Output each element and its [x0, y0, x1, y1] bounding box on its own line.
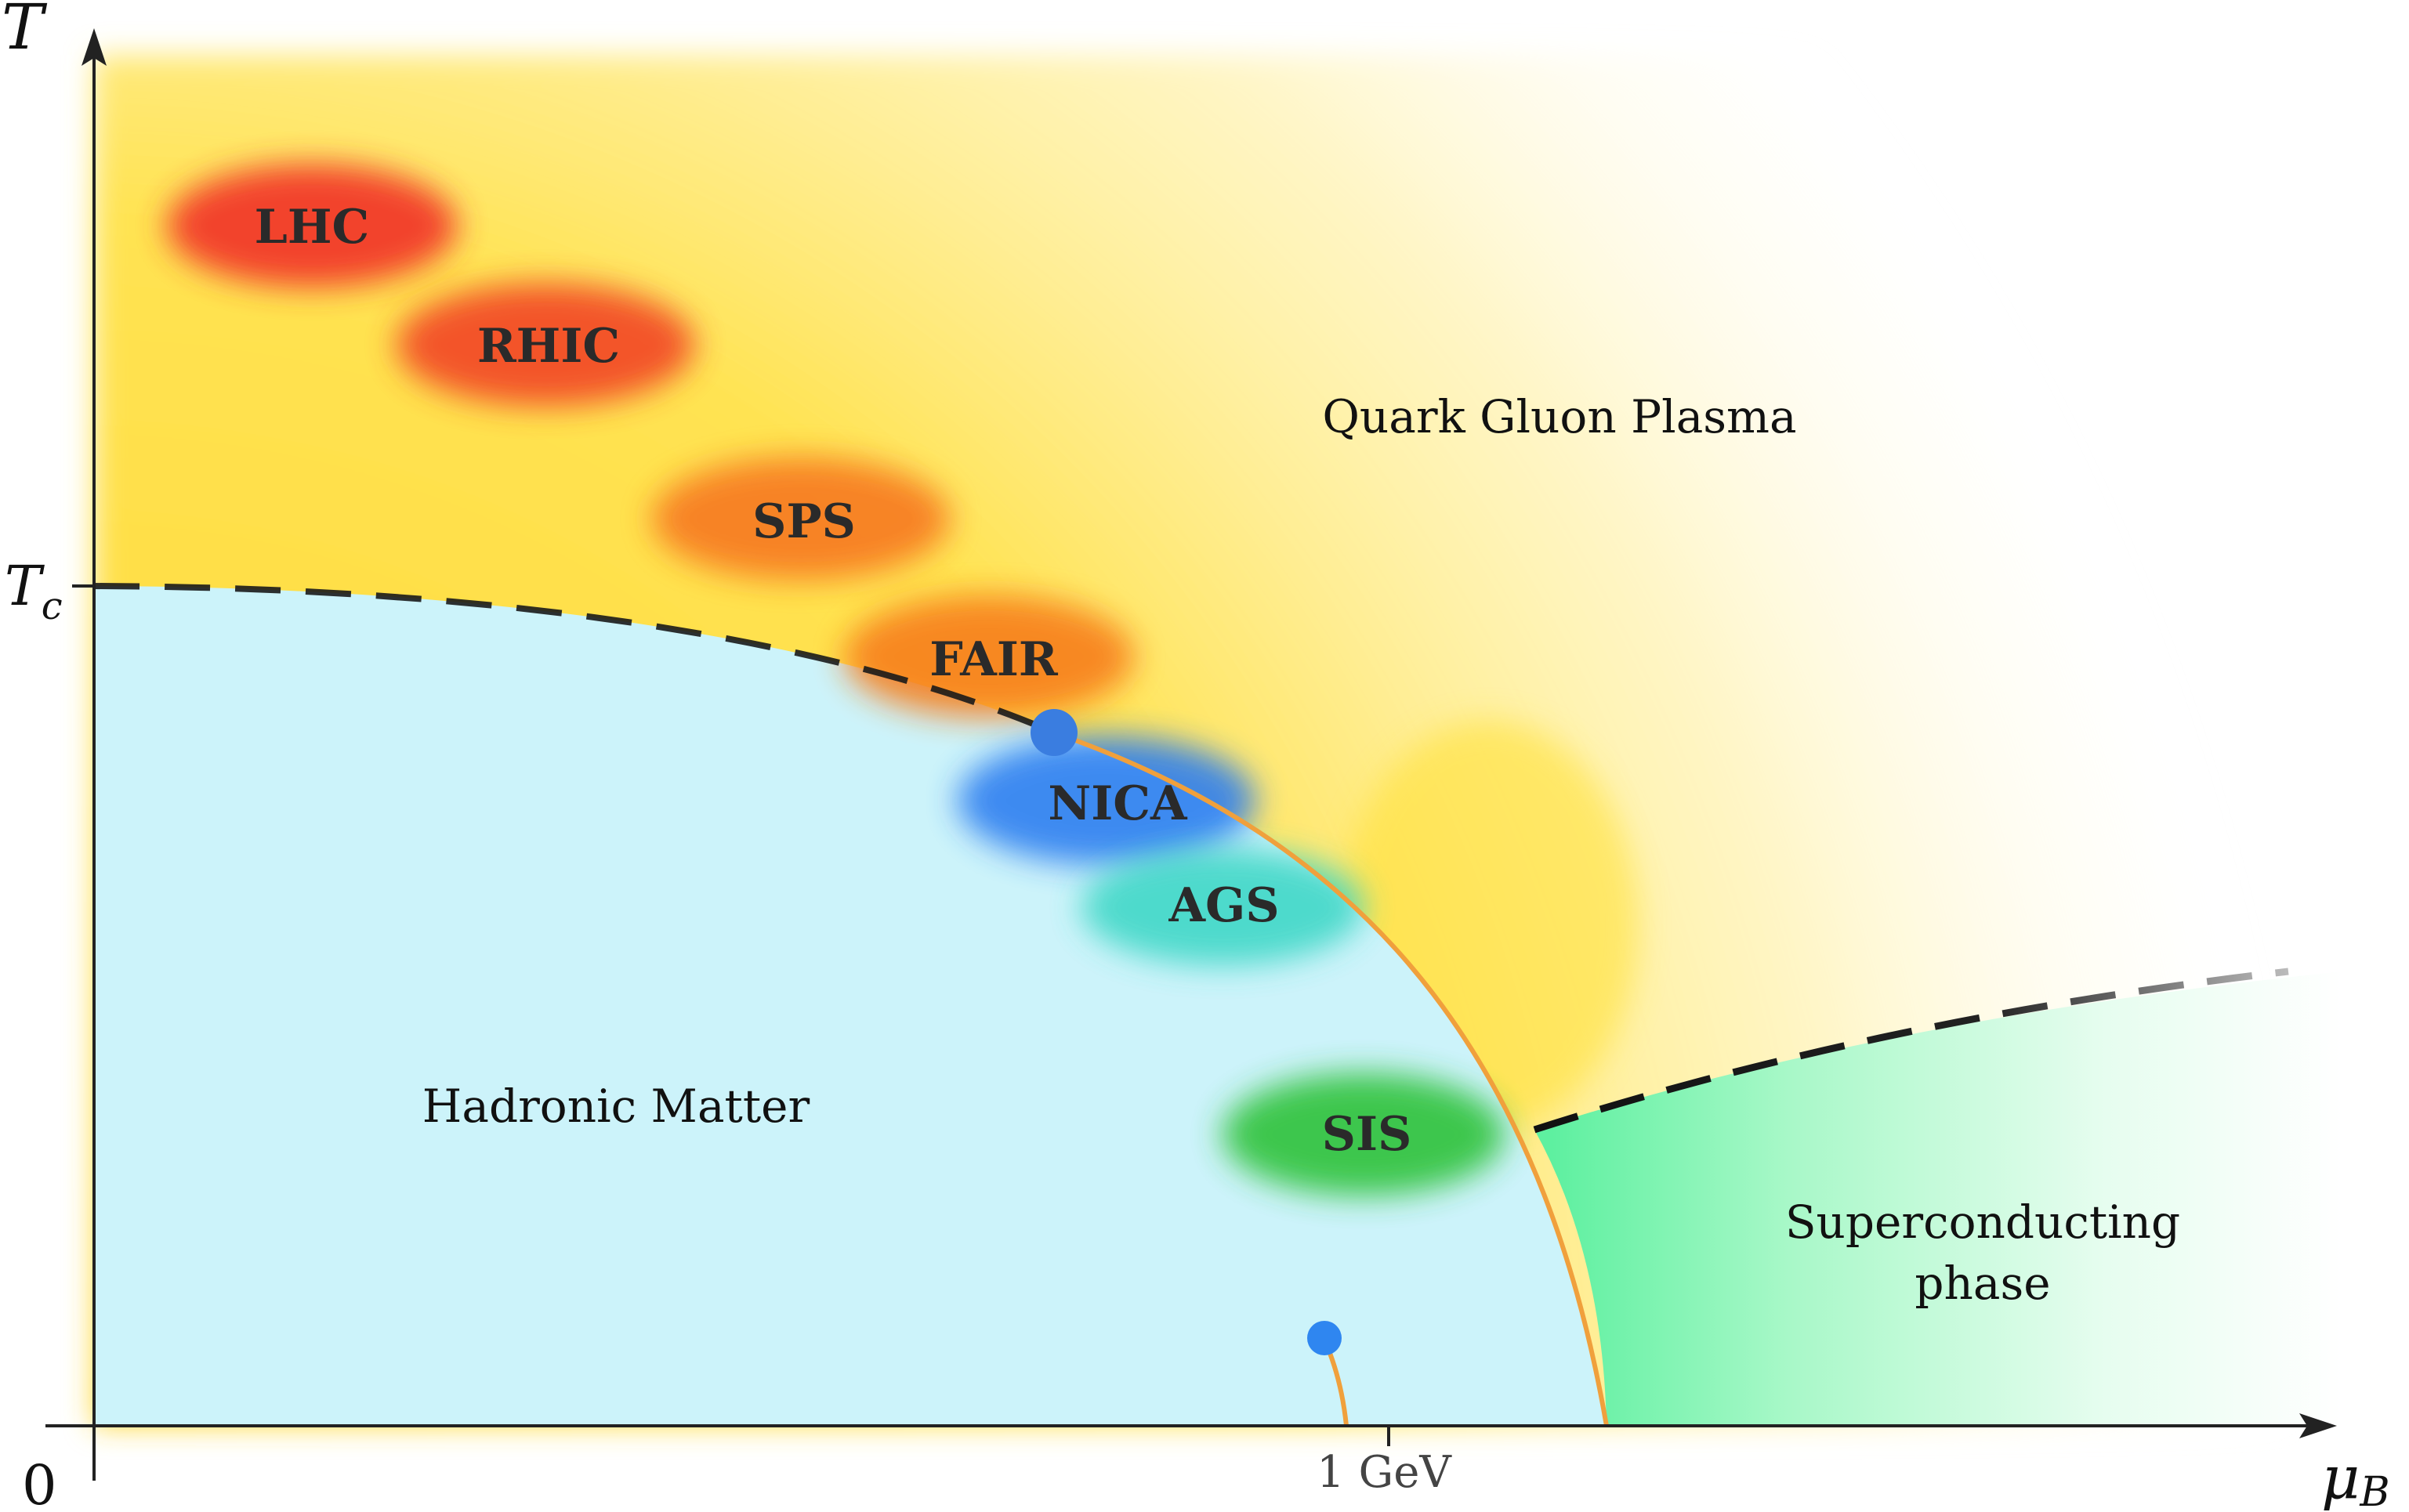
- rhic-label: RHIC: [477, 319, 620, 374]
- x-tick-label: 1 GeV: [1317, 1447, 1452, 1498]
- rhic-blob: [397, 284, 694, 406]
- sis-blob: [1223, 1073, 1505, 1195]
- superconducting-label-line1: Superconducting: [1785, 1195, 2180, 1249]
- experiment-blobs: [167, 165, 1505, 1195]
- ags-label: AGS: [1168, 878, 1279, 933]
- y-axis-arrowhead: [82, 28, 107, 66]
- sps-label: SPS: [752, 494, 856, 549]
- experiment-labels: LHC RHIC SPS FAIR NICA AGS SIS: [255, 200, 1412, 1162]
- ags-blob: [1081, 849, 1364, 965]
- tc-label: Tc: [5, 554, 63, 628]
- critical-point: [1031, 709, 1078, 756]
- hadronic-label: Hadronic Matter: [422, 1080, 810, 1133]
- liquid-gas-critical-point: [1307, 1321, 1342, 1355]
- superconducting-label-line2: phase: [1915, 1257, 2050, 1310]
- nica-label: NICA: [1048, 776, 1188, 831]
- fair-blob: [844, 595, 1134, 718]
- hadronic-region: [94, 586, 1607, 1426]
- first-order-transition-line: [1053, 730, 1609, 1427]
- superconducting-region: [1534, 971, 2343, 1426]
- sps-blob: [652, 458, 950, 580]
- origin-label: 0: [22, 1453, 57, 1512]
- y-axis-label: T: [2, 0, 48, 63]
- lhc-blob: [167, 165, 457, 287]
- fair-label: FAIR: [929, 632, 1059, 687]
- superconducting-boundary-dashed: [1533, 968, 2289, 1134]
- nica-blob: [958, 736, 1255, 865]
- qgp-label: Quark Gluon Plasma: [1322, 390, 1796, 443]
- sis-label: SIS: [1322, 1107, 1412, 1162]
- lhc-label: LHC: [255, 200, 370, 255]
- crossover-dashed-line: [93, 583, 1056, 736]
- axes: [45, 45, 2318, 1481]
- x-axis-arrowhead: [2299, 1413, 2337, 1438]
- x-axis-label: μB: [2321, 1442, 2390, 1512]
